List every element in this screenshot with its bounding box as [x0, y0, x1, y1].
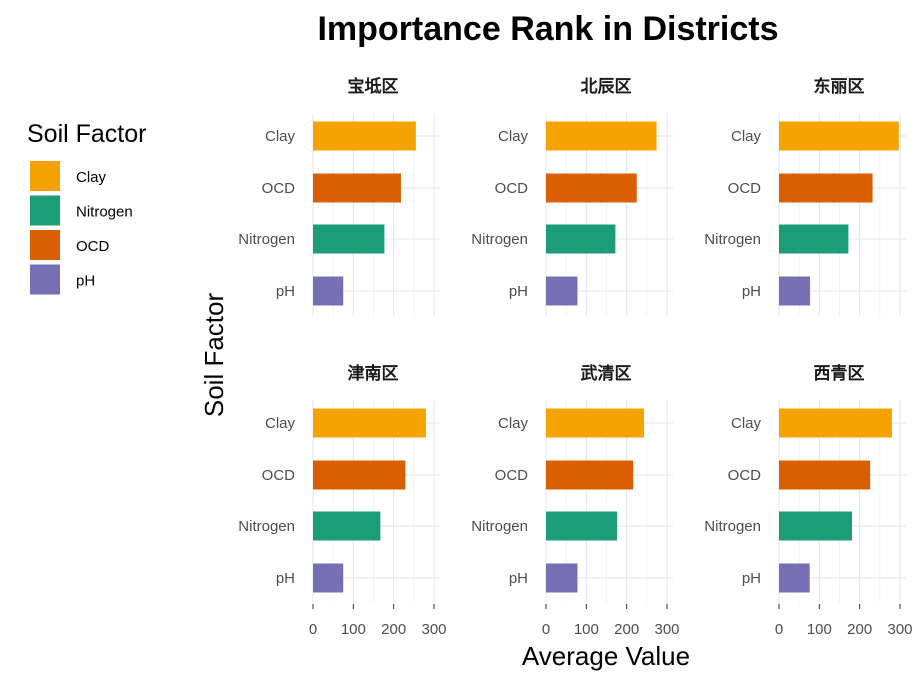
bar-nitrogen [546, 511, 617, 541]
y-tick-label-ph: pH [276, 570, 295, 587]
y-tick-label-nitrogen: Nitrogen [471, 518, 528, 535]
bar-clay [546, 121, 657, 151]
facet-panel-4: 津南区 Clay OCD Nitrogen pH 0 100 200 300 [238, 363, 446, 638]
y-tick-label-nitrogen: Nitrogen [471, 231, 528, 248]
legend-label-nitrogen: Nitrogen [76, 204, 133, 221]
facet-title: 东丽区 [814, 76, 865, 96]
y-tick-label-ph: pH [742, 570, 761, 587]
y-tick-label-ocd: OCD [495, 180, 529, 197]
y-tick-label-clay: Clay [265, 128, 296, 145]
bar-clay [313, 408, 426, 438]
bar-ocd [546, 460, 634, 490]
y-tick-label-ocd: OCD [728, 467, 762, 484]
y-tick-label-ph: pH [509, 570, 528, 587]
y-tick-label-clay: Clay [731, 415, 762, 432]
facet-title: 西青区 [814, 363, 865, 383]
x-tick-label: 300 [654, 621, 679, 638]
facet-title: 津南区 [348, 363, 399, 383]
y-tick-label-ocd: OCD [262, 467, 296, 484]
x-tick-label: 100 [574, 621, 599, 638]
facet-title: 宝坻区 [348, 76, 399, 96]
bar-ph [779, 563, 810, 593]
bar-ocd [313, 173, 401, 203]
x-tick-label: 200 [614, 621, 639, 638]
legend-swatch-ocd [30, 230, 60, 260]
bar-ocd [779, 173, 873, 203]
bar-clay [779, 121, 899, 151]
legend-swatch-ph [30, 264, 60, 295]
x-tick-label: 200 [381, 621, 406, 638]
x-tick-label: 0 [309, 621, 317, 638]
bar-nitrogen [313, 224, 385, 254]
facet-panels: 宝坻区 Clay OCD Nitrogen pH 北辰区 Clay OCD Nitrogen pH… [238, 76, 912, 638]
y-tick-label-ph: pH [742, 283, 761, 300]
bar-nitrogen [779, 224, 849, 254]
x-tick-label: 300 [887, 621, 912, 638]
x-tick-label: 300 [421, 621, 446, 638]
x-tick-label: 0 [542, 621, 550, 638]
bar-ph [779, 276, 811, 306]
bar-ph [546, 563, 578, 593]
bar-ocd [313, 460, 406, 490]
bar-ph [313, 276, 344, 306]
y-tick-label-clay: Clay [265, 415, 296, 432]
facet-panel-5: 武清区 Clay OCD Nitrogen pH 0 100 200 300 [471, 363, 679, 638]
bar-nitrogen [546, 224, 616, 254]
legend-label-ocd: OCD [76, 238, 110, 255]
y-tick-label-nitrogen: Nitrogen [704, 231, 761, 248]
y-tick-label-nitrogen: Nitrogen [704, 518, 761, 535]
y-tick-label-ph: pH [509, 283, 528, 300]
facet-panel-1: 宝坻区 Clay OCD Nitrogen pH [238, 76, 440, 316]
chart-title: Importance Rank in Districts [317, 10, 778, 48]
facet-title: 武清区 [581, 363, 632, 383]
y-tick-label-clay: Clay [498, 128, 529, 145]
legend-swatch-clay [30, 161, 60, 191]
bar-clay [546, 408, 645, 438]
y-tick-label-ocd: OCD [495, 467, 529, 484]
y-tick-label-nitrogen: Nitrogen [238, 518, 295, 535]
y-axis-label: Soil Factor [199, 293, 229, 418]
bar-ocd [546, 173, 637, 203]
bar-clay [779, 408, 892, 438]
bar-clay [313, 121, 416, 151]
legend: Clay Nitrogen OCD pH [30, 161, 133, 295]
bar-ph [546, 276, 578, 306]
legend-label-ph: pH [76, 273, 95, 290]
y-tick-label-ocd: OCD [262, 180, 296, 197]
legend-label-clay: Clay [76, 169, 107, 186]
y-tick-label-ocd: OCD [728, 180, 762, 197]
y-tick-label-ph: pH [276, 283, 295, 300]
facet-panel-6: 西青区 Clay OCD Nitrogen pH 0 100 200 300 [704, 363, 912, 638]
y-tick-label-clay: Clay [731, 128, 762, 145]
legend-title: Soil Factor [27, 120, 146, 148]
bar-nitrogen [313, 511, 381, 541]
bar-nitrogen [779, 511, 853, 541]
x-tick-label: 100 [341, 621, 366, 638]
x-axis-label: Average Value [522, 641, 690, 671]
facet-panel-2: 北辰区 Clay OCD Nitrogen pH [471, 77, 673, 316]
y-tick-label-nitrogen: Nitrogen [238, 231, 295, 248]
x-tick-label: 100 [807, 621, 832, 638]
bar-ph [313, 563, 344, 593]
y-tick-label-clay: Clay [498, 415, 529, 432]
bar-ocd [779, 460, 871, 490]
x-tick-label: 200 [847, 621, 872, 638]
facet-panel-3: 东丽区 Clay OCD Nitrogen pH [704, 76, 906, 316]
facet-title: 北辰区 [581, 77, 632, 96]
x-tick-label: 0 [775, 621, 783, 638]
legend-swatch-nitrogen [30, 195, 60, 226]
